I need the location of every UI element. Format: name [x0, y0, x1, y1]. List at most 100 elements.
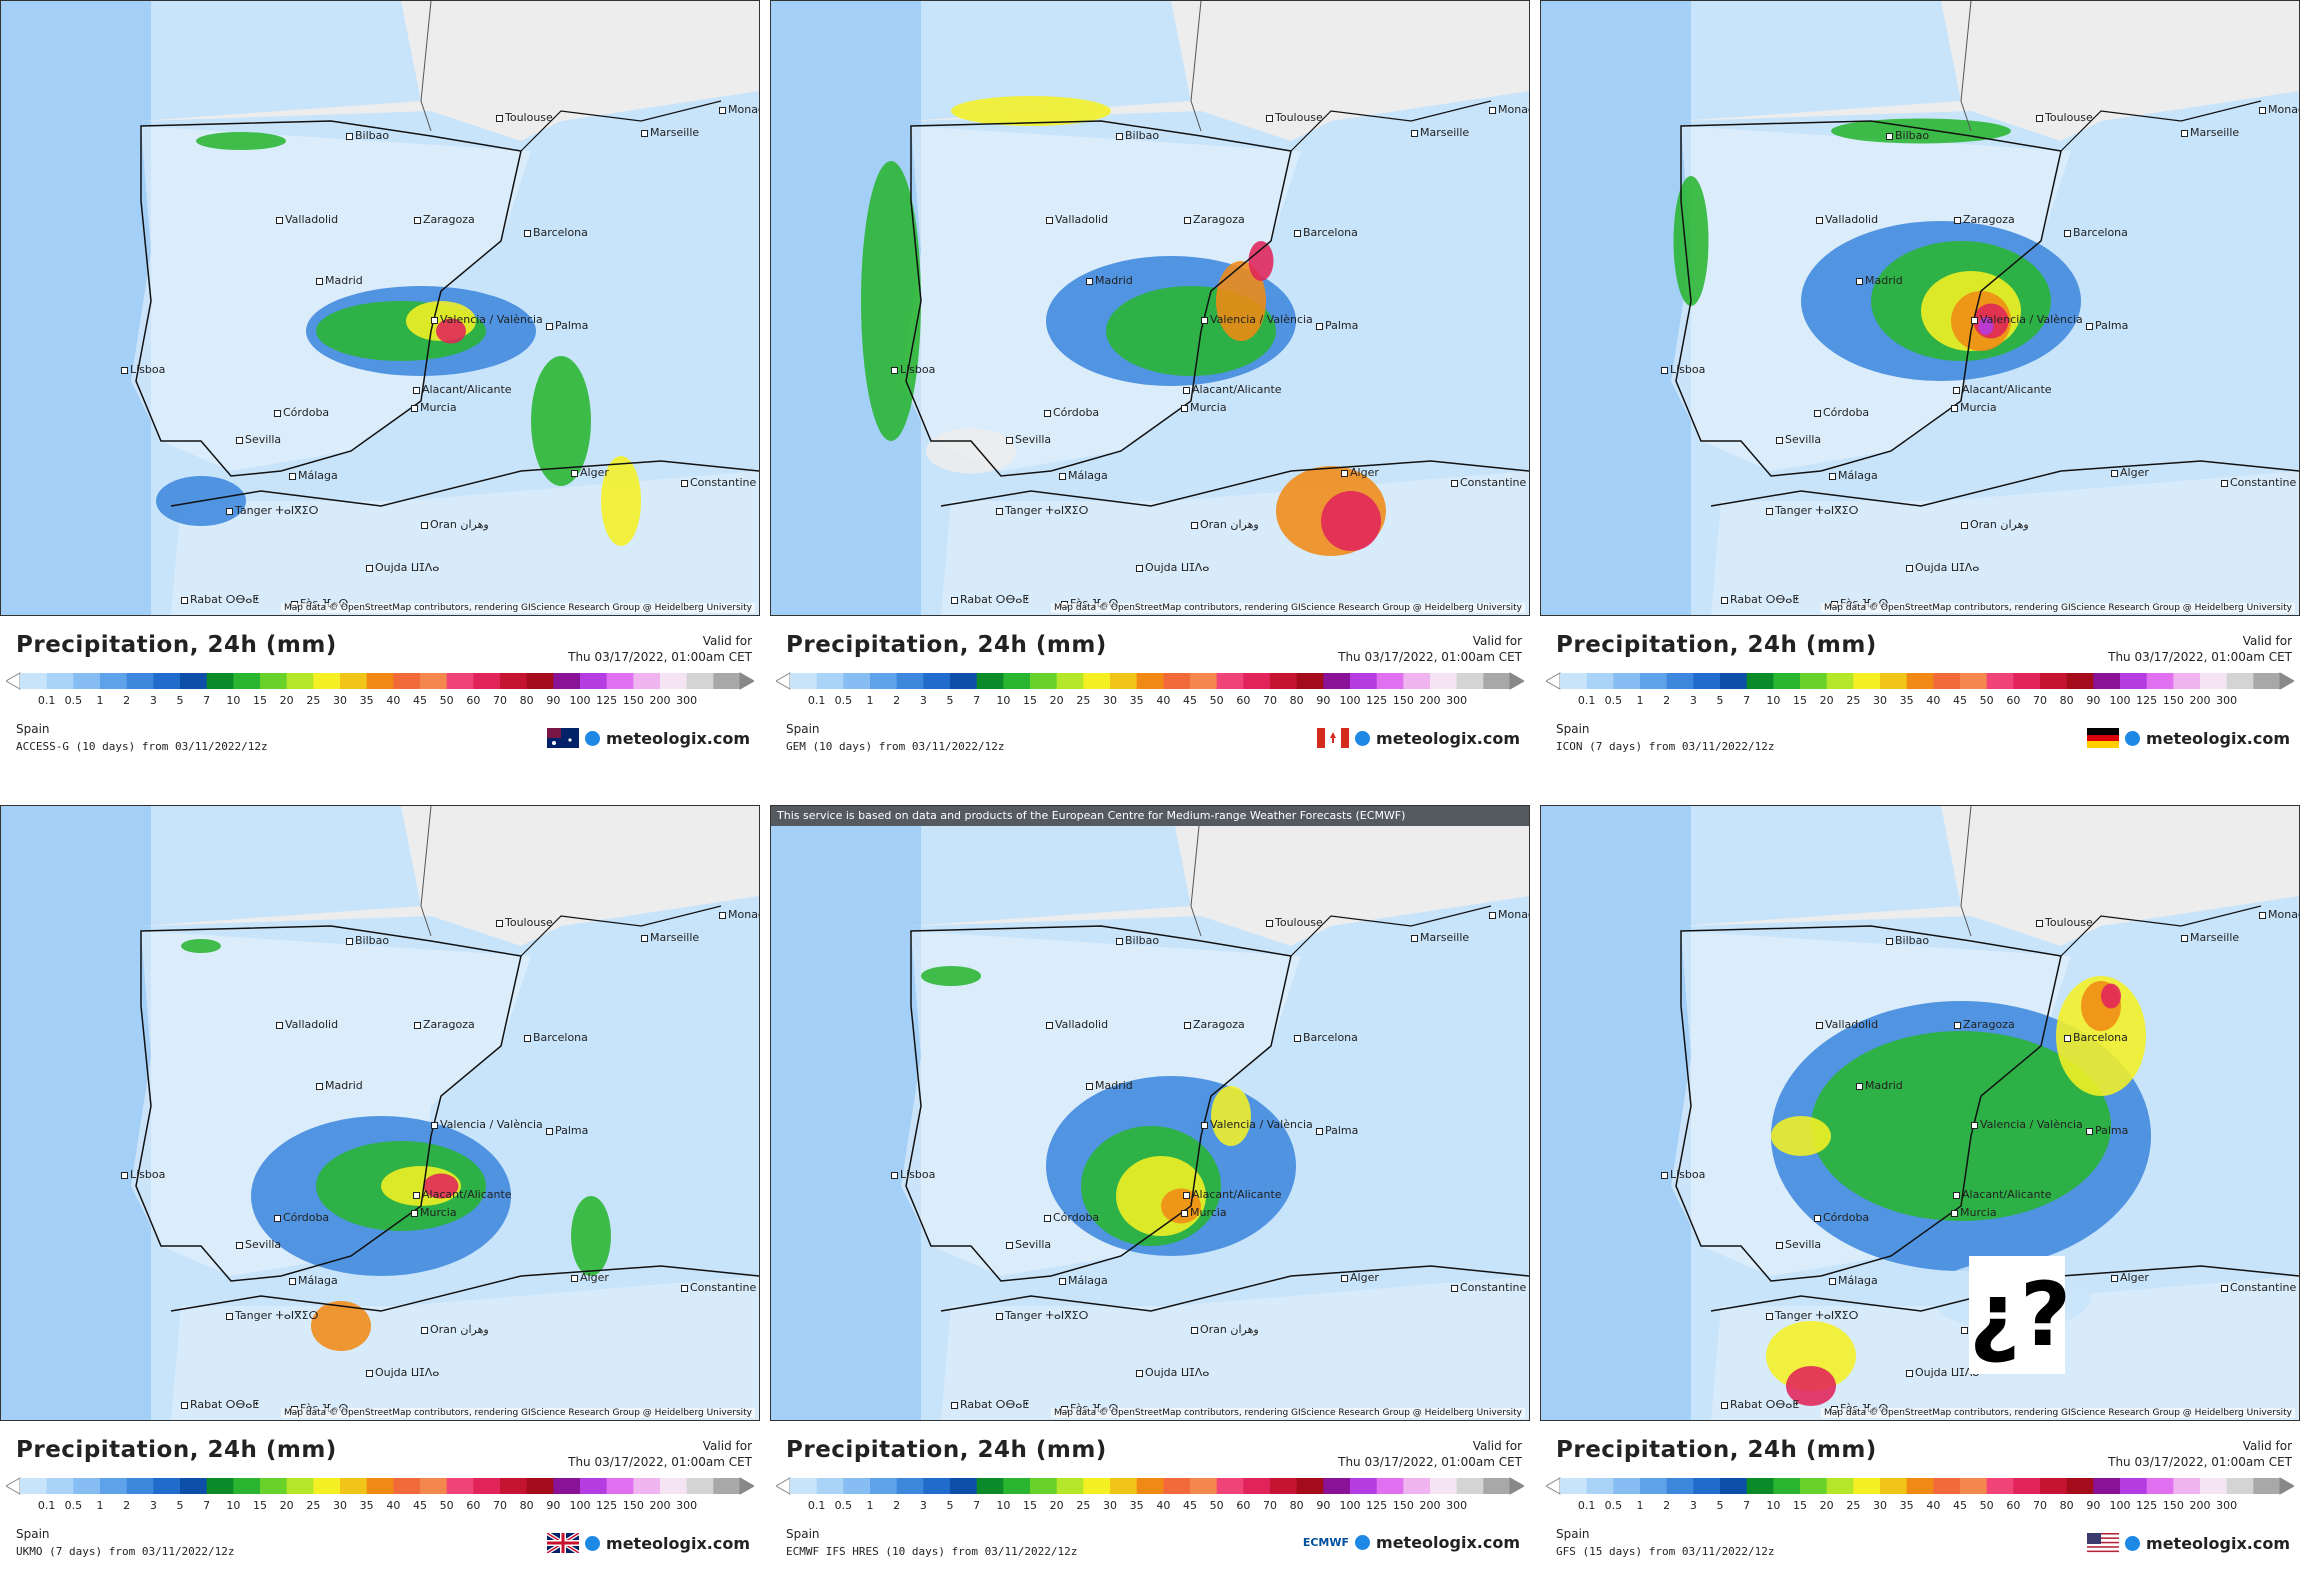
city-name: Alger [2120, 466, 2149, 479]
iberia-coastline [1675, 120, 2062, 477]
north-africa-land [941, 1276, 1529, 1420]
city-label: Alger [1341, 1271, 1379, 1284]
city-marker-icon [1971, 1121, 1978, 1129]
precipitation-map[interactable]: Bilbao Toulouse Marseille Monaco Valladolid Z… [770, 0, 1530, 616]
city-label: Lisboa [1661, 363, 1705, 376]
scale-swatch [1960, 673, 1988, 689]
city-label: Sevilla [1776, 1238, 1821, 1251]
city-label: Córdoba [1814, 1211, 1869, 1224]
scale-tick-label: 45 [413, 1499, 427, 1512]
map-attribution[interactable]: Map data © OpenStreetMap contributors, r… [1051, 603, 1525, 613]
scale-tick-label: 0.5 [1604, 694, 1623, 707]
scale-swatch [1350, 673, 1378, 689]
map-attribution[interactable]: Map data © OpenStreetMap contributors, r… [281, 1408, 755, 1418]
valid-date: Thu 03/17/2022, 01:00am CET [568, 650, 752, 664]
scale-swatch [606, 1478, 634, 1494]
city-label: Alger [571, 1271, 609, 1284]
model-run-label: ECMWF IFS HRES (10 days) from 03/11/2022… [786, 1545, 1078, 1558]
scale-arrow-right-icon [2279, 672, 2294, 690]
city-marker-icon [1829, 1277, 1836, 1285]
scale-swatch [1190, 673, 1218, 689]
city-marker-icon [289, 1277, 296, 1285]
brand-name[interactable]: meteologix.com [1376, 1533, 1520, 1552]
model-run-label: ICON (7 days) from 03/11/2022/12z [1556, 740, 1775, 753]
city-name: Madrid [1095, 274, 1133, 287]
brand-name[interactable]: meteologix.com [1376, 728, 1520, 748]
scale-tick-label: 0.5 [1604, 1499, 1623, 1512]
city-marker-icon [891, 1171, 898, 1179]
brand-area[interactable]: meteologix.com [2087, 728, 2290, 748]
city-label: Málaga [1829, 1274, 1878, 1287]
brand-area[interactable]: meteologix.com [547, 728, 750, 748]
precipitation-map[interactable]: Bilbao Toulouse Marseille Monaco Valladolid Z… [0, 805, 760, 1421]
brand-name[interactable]: meteologix.com [2146, 728, 2290, 748]
city-label: Tanger ⵜⴰⵏⴳⵉⵔ [1766, 1309, 1858, 1322]
city-marker-icon [366, 1369, 373, 1377]
map-attribution[interactable]: Map data © OpenStreetMap contributors, r… [281, 603, 755, 613]
france-coastline [520, 905, 722, 957]
scale-tick-label: 200 [1419, 1499, 1441, 1512]
scale-swatch [46, 673, 74, 689]
precipitation-map[interactable]: This service is based on data and produc… [770, 805, 1530, 1421]
precipitation-map[interactable]: Bilbao Toulouse Marseille Monaco Valladolid Z… [1540, 805, 2300, 1421]
city-name: Oujda ⵡⵊⴷⴰ [375, 561, 440, 574]
city-name: Zaragoza [423, 1018, 475, 1031]
scale-arrow-right-icon [1509, 672, 1524, 690]
scale-swatch [1083, 673, 1111, 689]
city-name: Bilbao [1125, 934, 1160, 947]
city-marker-icon [1046, 1021, 1053, 1029]
city-name: Córdoba [283, 406, 330, 419]
scale-tick-label: 0.5 [834, 1499, 853, 1512]
city-label: Córdoba [274, 406, 329, 419]
map-attribution[interactable]: Map data © OpenStreetMap contributors, r… [1821, 1408, 2295, 1418]
city-name: Constantine [1460, 1281, 1527, 1294]
brand-area[interactable]: meteologix.com [2087, 1533, 2290, 1553]
scale-tick-label: 200 [2189, 694, 2211, 707]
scale-swatch [1483, 673, 1511, 689]
precipitation-map[interactable]: Bilbao Toulouse Marseille Monaco Valladolid Z… [0, 0, 760, 616]
city-marker-icon [1816, 1021, 1823, 1029]
city-name: Palma [555, 319, 589, 332]
city-marker-icon [546, 1127, 553, 1135]
city-name: Zaragoza [1193, 213, 1245, 226]
city-name: Lisboa [1670, 1168, 1706, 1181]
brand-area[interactable]: meteologix.com [1317, 728, 1520, 748]
precipitation-area [531, 356, 591, 486]
scale-swatch [660, 1478, 688, 1494]
city-name: Málaga [298, 469, 338, 482]
city-label: Monaco [2259, 908, 2299, 921]
city-marker-icon [1961, 1326, 1968, 1334]
uk-flag-icon [547, 1533, 580, 1553]
map-attribution[interactable]: Map data © OpenStreetMap contributors, r… [1821, 603, 2295, 613]
scale-swatch [713, 673, 741, 689]
scale-tick-label: 1 [1636, 694, 1644, 707]
city-marker-icon [1044, 409, 1051, 417]
iberia-coastline [1675, 925, 2062, 1282]
city-marker-icon [181, 596, 188, 604]
city-name: Barcelona [533, 1031, 588, 1044]
brand-name[interactable]: meteologix.com [606, 728, 750, 748]
city-marker-icon [951, 596, 958, 604]
precipitation-area [1673, 176, 1709, 306]
brand-name[interactable]: meteologix.com [2146, 1533, 2290, 1553]
city-name: Barcelona [533, 226, 588, 239]
city-marker-icon [1006, 1241, 1013, 1249]
city-marker-icon [121, 1171, 128, 1179]
precipitation-map-graphic [771, 1, 1529, 615]
precipitation-map[interactable]: Bilbao Toulouse Marseille Monaco Valladolid Z… [1540, 0, 2300, 616]
city-label: Toulouse [2036, 916, 2093, 929]
city-label: Rabat ⵔⴱⴰⵟ [181, 1398, 259, 1411]
city-name: Barcelona [1303, 1031, 1358, 1044]
scale-tick-label: 80 [519, 1499, 534, 1512]
brand-area[interactable]: meteologix.com [547, 1533, 750, 1553]
brand-name[interactable]: meteologix.com [606, 1533, 750, 1553]
city-marker-icon [1411, 934, 1418, 942]
africa-coastline [1710, 460, 2299, 507]
scale-tick-label: 200 [649, 694, 671, 707]
brand-area[interactable]: ECMWF meteologix.com [1303, 1533, 1520, 1552]
map-attribution[interactable]: Map data © OpenStreetMap contributors, r… [1051, 1408, 1525, 1418]
city-marker-icon [524, 1034, 531, 1042]
city-name: Marseille [650, 931, 700, 944]
scale-swatch [1270, 673, 1298, 689]
city-name: Murcia [420, 401, 457, 414]
